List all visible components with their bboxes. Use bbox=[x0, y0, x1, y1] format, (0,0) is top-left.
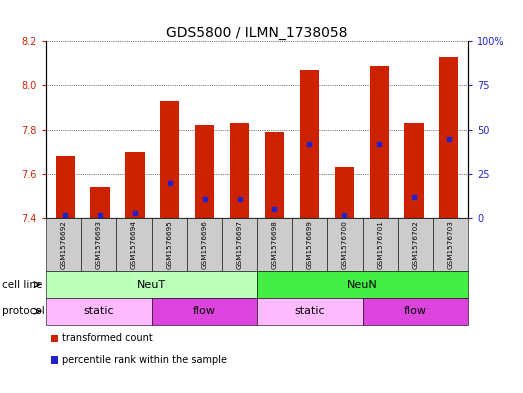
Bar bbox=[230, 123, 249, 218]
Text: percentile rank within the sample: percentile rank within the sample bbox=[62, 355, 227, 365]
Text: static: static bbox=[84, 306, 114, 316]
Bar bbox=[404, 123, 424, 218]
Text: GSM1576693: GSM1576693 bbox=[96, 220, 102, 269]
Text: GSM1576703: GSM1576703 bbox=[448, 220, 453, 269]
Bar bbox=[90, 187, 110, 218]
Text: GSM1576698: GSM1576698 bbox=[271, 220, 278, 269]
Text: GSM1576699: GSM1576699 bbox=[307, 220, 313, 269]
Bar bbox=[439, 57, 459, 218]
Text: GSM1576697: GSM1576697 bbox=[236, 220, 243, 269]
Text: static: static bbox=[294, 306, 325, 316]
Bar bbox=[160, 101, 179, 218]
Text: NeuN: NeuN bbox=[347, 279, 378, 290]
Text: GSM1576692: GSM1576692 bbox=[61, 220, 66, 269]
Text: transformed count: transformed count bbox=[62, 333, 153, 343]
Text: flow: flow bbox=[404, 306, 427, 316]
Title: GDS5800 / ILMN_1738058: GDS5800 / ILMN_1738058 bbox=[166, 26, 348, 40]
Text: GSM1576702: GSM1576702 bbox=[412, 220, 418, 269]
Bar bbox=[300, 70, 319, 218]
Text: cell line: cell line bbox=[2, 279, 42, 290]
Text: GSM1576696: GSM1576696 bbox=[201, 220, 207, 269]
Text: GSM1576694: GSM1576694 bbox=[131, 220, 137, 269]
Text: GSM1576695: GSM1576695 bbox=[166, 220, 172, 269]
Bar bbox=[335, 167, 354, 218]
Bar bbox=[265, 132, 284, 218]
Bar bbox=[195, 125, 214, 218]
Text: NeuT: NeuT bbox=[137, 279, 166, 290]
Text: protocol: protocol bbox=[2, 306, 44, 316]
Bar bbox=[55, 156, 75, 218]
Bar bbox=[126, 152, 144, 218]
Text: GSM1576701: GSM1576701 bbox=[377, 220, 383, 269]
Bar bbox=[370, 66, 389, 218]
Text: flow: flow bbox=[193, 306, 216, 316]
Text: GSM1576700: GSM1576700 bbox=[342, 220, 348, 269]
